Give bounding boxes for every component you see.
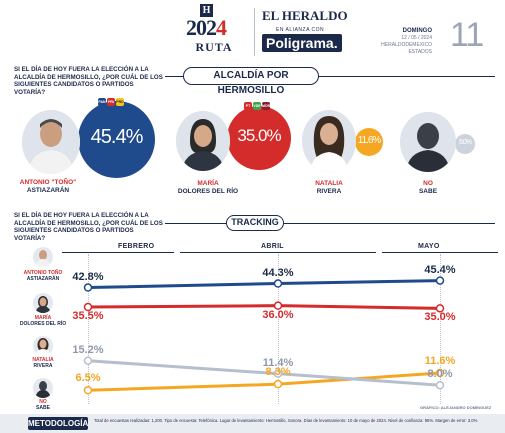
footer xyxy=(0,414,505,433)
value-nosabe-1: 11.4% xyxy=(262,356,294,369)
chart-source: GRÁFICO: ALEJANDRO DOMÍNGUEZ xyxy=(420,405,492,410)
section-title-tracking: TRACKING xyxy=(226,215,284,231)
value-dolores-1: 36.0% xyxy=(262,308,294,321)
side-name-nosabe: NO SABE xyxy=(36,399,50,411)
side-photo-nosabe xyxy=(33,378,53,398)
parties-dolores: PT VDE MOR xyxy=(244,102,271,110)
heraldo-logo: EL HERALDO xyxy=(262,8,348,23)
side-photo-astiazaran xyxy=(33,247,53,267)
photo-dolores xyxy=(176,111,230,171)
guide-abril xyxy=(278,254,279,404)
title-rule-1 xyxy=(165,76,495,77)
poligrama-logo: Poligrama. xyxy=(262,34,342,52)
series-line-astiazaran xyxy=(87,279,441,290)
pct-circle-astiazaran xyxy=(78,101,155,178)
side-name-astiazaran: ANTONIO TOÑO ASTIAZARÁN xyxy=(23,270,63,282)
metodologia-text: Total de encuestas realizadas: 1,200. Ti… xyxy=(94,418,478,423)
pct-astiazaran: 45.4% xyxy=(90,126,144,148)
value-nosabe-2: 8.0% xyxy=(427,368,453,381)
side-photo-rivera xyxy=(33,336,53,356)
header-divider xyxy=(254,8,255,56)
value-dolores-0: 35.5% xyxy=(72,310,104,322)
metodologia-tag: METODOLOGÍA xyxy=(28,417,89,430)
section-label: ESTADOS xyxy=(408,49,432,55)
month-rule-2 xyxy=(180,252,376,253)
name-nosabe: NO SABE xyxy=(418,180,438,195)
question-2: SI EL DÍA DE HOY FUERA LA ELECCIÓN A LA … xyxy=(14,212,163,242)
logo-ruta: RUTA xyxy=(195,40,233,54)
name-rivera: NATALIA RIVERA xyxy=(315,180,343,195)
logo-h: H xyxy=(200,4,213,17)
question-1: SI EL DÍA DE HOY FUERA LA ELECCIÓN A LA … xyxy=(14,66,163,96)
value-rivera-0: 6.5% xyxy=(75,372,101,385)
day-label: DOMINGO xyxy=(402,28,432,34)
side-photo-dolores xyxy=(33,293,53,313)
side-name-dolores: MARÍA DOLORES DEL RÍO xyxy=(19,315,67,327)
pct-circle-dolores xyxy=(227,106,291,170)
photo-astiazaran xyxy=(22,110,80,174)
month-rule-3 xyxy=(382,252,498,253)
pct-rivera: 11.6% xyxy=(357,135,382,146)
guide-febrero xyxy=(88,254,89,404)
date-block: DOMINGO 12 / 05 / 2024 HERALDODEMEXICO E… xyxy=(374,28,432,56)
month-rule-1 xyxy=(62,252,174,253)
month-abril: ABRIL xyxy=(261,243,284,250)
pct-circle-nosabe xyxy=(455,134,475,154)
guide-mayo xyxy=(440,254,441,404)
section-title-alcaldia: ALCALDÍA POR HERMOSILLO xyxy=(183,67,319,96)
value-astiazaran-1: 44.3% xyxy=(262,266,294,279)
pct-dolores: 35.0% xyxy=(237,126,281,145)
value-astiazaran-0: 42.8% xyxy=(72,270,104,283)
month-febrero: FEBRERO xyxy=(118,243,155,250)
header: H 2024 RUTA EL HERALDO EN ALIANZA CON Po… xyxy=(0,0,505,62)
name-astiazaran: ANTONIO "TOÑO" ASTIAZARÁN xyxy=(19,179,77,194)
date-label: 12 / 05 / 2024 xyxy=(401,35,432,41)
photo-rivera xyxy=(302,110,356,172)
pct-nosabe: 8.0% xyxy=(459,139,472,146)
value-rivera-1: 8.3% xyxy=(265,366,291,379)
title-rule-2 xyxy=(165,223,495,224)
name-dolores: MARÍA DOLORES DEL RÍO xyxy=(177,180,239,195)
side-name-rivera: NATALIA RIVERA xyxy=(32,357,54,369)
photo-nosabe xyxy=(400,112,456,172)
page-number: 11 xyxy=(450,16,484,54)
month-mayo: MAYO xyxy=(418,243,440,250)
value-nosabe-0: 15.2% xyxy=(72,343,104,356)
value-dolores-2: 35.0% xyxy=(424,311,456,324)
alianza-label: EN ALIANZA CON xyxy=(276,27,325,33)
value-astiazaran-2: 45.4% xyxy=(424,263,456,276)
value-rivera-2: 11.6% xyxy=(424,354,456,367)
logo-year: 2024 xyxy=(186,15,227,40)
parties-astiazaran: PAN PRI PRD xyxy=(98,98,124,106)
pct-circle-rivera xyxy=(355,128,383,156)
edition-label: HERALDODEMEXICO xyxy=(381,42,432,48)
